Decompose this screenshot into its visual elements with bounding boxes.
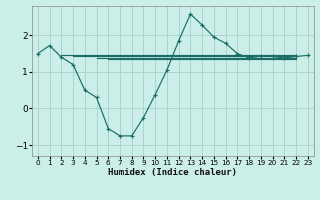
X-axis label: Humidex (Indice chaleur): Humidex (Indice chaleur) xyxy=(108,168,237,177)
